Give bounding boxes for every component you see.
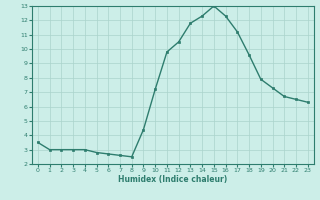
X-axis label: Humidex (Indice chaleur): Humidex (Indice chaleur) (118, 175, 228, 184)
